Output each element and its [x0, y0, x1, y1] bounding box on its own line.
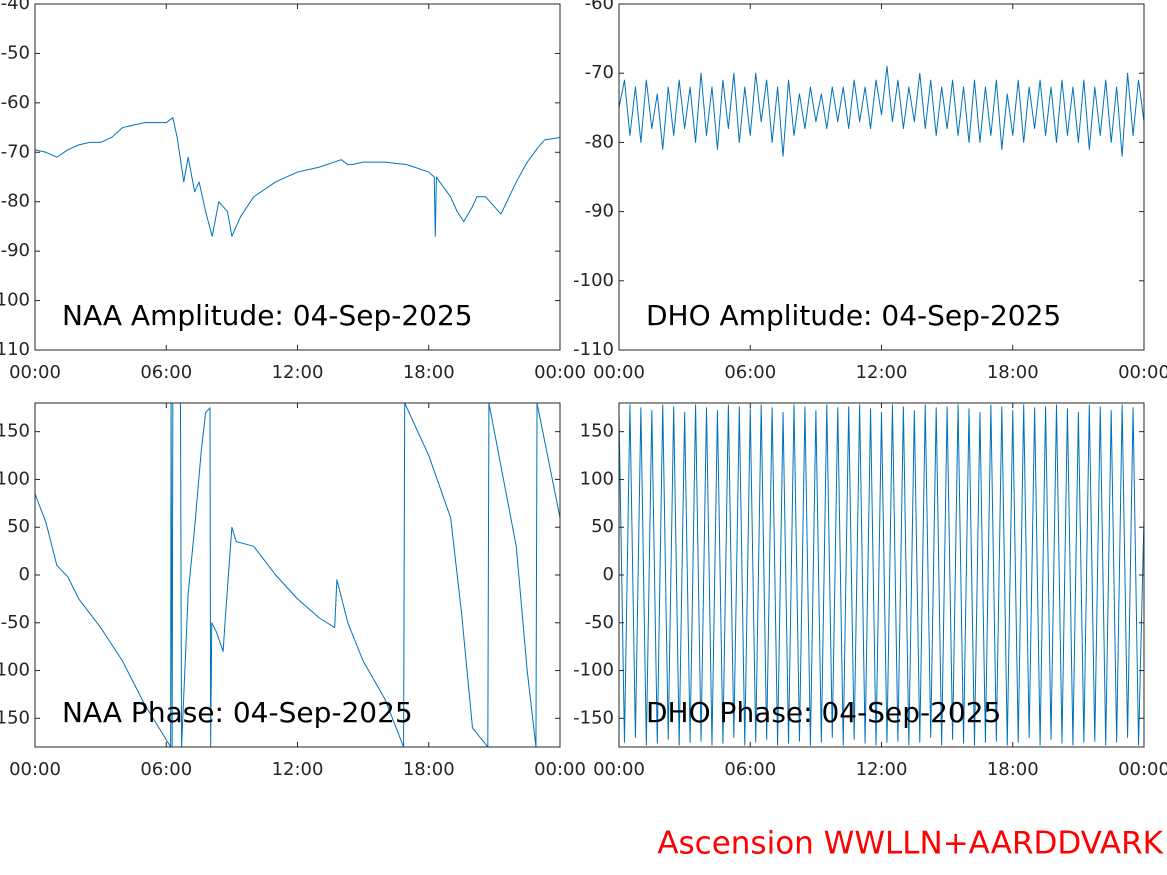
y-tick-label: 100 — [0, 468, 30, 489]
y-tick-label: 100 — [580, 468, 614, 489]
x-tick-label: 00:00 — [593, 759, 645, 780]
y-tick-label: -150 — [573, 707, 614, 728]
footer: Ascension WWLLN+AARDDVARK — [657, 826, 1163, 862]
y-tick-label: -60 — [585, 0, 614, 14]
x-tick-label: 06:00 — [140, 362, 192, 383]
axes-background — [619, 403, 1144, 747]
data-line — [35, 403, 560, 747]
axes-background — [35, 4, 560, 350]
y-tick-label: -80 — [585, 131, 614, 152]
panel-annotation: NAA Phase: 04-Sep-2025 — [62, 696, 413, 729]
x-tick-label: 12:00 — [856, 759, 908, 780]
plot-area — [619, 65, 1144, 157]
y-tick-label: -150 — [0, 707, 30, 728]
data-line — [35, 117, 560, 237]
x-tick-label: 12:00 — [272, 362, 324, 383]
x-tick-label: 06:00 — [140, 759, 192, 780]
panel-annotation: NAA Amplitude: 04-Sep-2025 — [62, 299, 473, 332]
x-tick-label: 00:00 — [1118, 759, 1167, 780]
x-tick-label: 18:00 — [987, 759, 1039, 780]
y-tick-label: -80 — [1, 191, 30, 212]
panel-annotation: DHO Amplitude: 04-Sep-2025 — [646, 299, 1061, 332]
x-tick-label: 18:00 — [403, 362, 455, 383]
y-tick-label: 50 — [7, 516, 30, 537]
axes-background — [35, 403, 560, 747]
x-tick-label: 00:00 — [9, 362, 61, 383]
y-tick-label: -60 — [1, 92, 30, 113]
data-line — [619, 404, 1144, 746]
y-tick-label: -100 — [0, 660, 30, 681]
axes-frame — [618, 402, 1145, 748]
y-tick-label: 150 — [580, 421, 614, 442]
y-tick-label: -100 — [573, 270, 614, 291]
data-line — [619, 65, 1144, 157]
y-tick-label: -110 — [573, 339, 614, 360]
axes-frame — [34, 3, 561, 351]
y-tick-label: -70 — [585, 62, 614, 83]
x-tick-label: 06:00 — [724, 759, 776, 780]
x-tick-label: 18:00 — [987, 362, 1039, 383]
y-tick-label: -90 — [1, 240, 30, 261]
y-tick-label: -40 — [1, 0, 30, 14]
axes-frame — [618, 3, 1145, 351]
axes-background — [619, 4, 1144, 350]
x-tick-label: 00:00 — [534, 759, 586, 780]
x-tick-label: 18:00 — [403, 759, 455, 780]
axes-frame — [34, 402, 561, 748]
y-tick-label: -100 — [573, 660, 614, 681]
x-tick-label: 12:00 — [856, 362, 908, 383]
x-tick-label: 00:00 — [1118, 362, 1167, 383]
panel-annotation: DHO Phase: 04-Sep-2025 — [646, 696, 1001, 729]
plot-area — [35, 117, 560, 237]
y-tick-label: 0 — [603, 564, 614, 585]
y-tick-label: -50 — [1, 612, 30, 633]
x-tick-label: 06:00 — [724, 362, 776, 383]
y-tick-label: -50 — [1, 42, 30, 63]
x-tick-label: 00:00 — [593, 362, 645, 383]
y-tick-label: 150 — [0, 421, 30, 442]
y-tick-label: -90 — [585, 201, 614, 222]
x-tick-label: 00:00 — [9, 759, 61, 780]
y-tick-label: -100 — [0, 290, 30, 311]
x-tick-label: 12:00 — [272, 759, 324, 780]
y-tick-label: -70 — [1, 141, 30, 162]
y-tick-label: 0 — [19, 564, 30, 585]
y-tick-label: 50 — [591, 516, 614, 537]
plot-area — [619, 404, 1144, 746]
y-tick-label: -50 — [585, 612, 614, 633]
y-tick-label: -110 — [0, 339, 30, 360]
plot-area — [35, 403, 560, 747]
x-tick-label: 00:00 — [534, 362, 586, 383]
